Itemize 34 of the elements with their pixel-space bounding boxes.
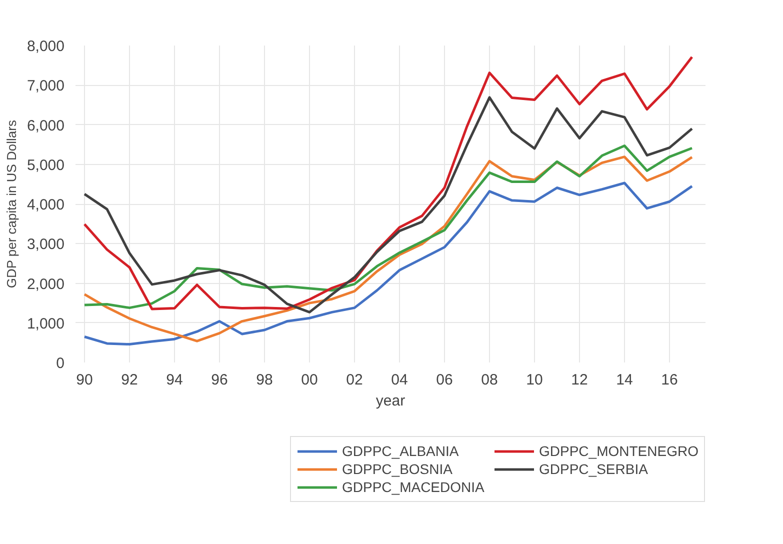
y-tick-label: 4,000 [26, 196, 65, 214]
x-tick-label: 08 [481, 372, 498, 388]
x-tick-label: 14 [616, 372, 633, 388]
x-tick-label: 10 [526, 372, 543, 388]
x-tick-label: 04 [391, 372, 408, 388]
x-tick-label: 90 [76, 372, 93, 388]
x-axis-title: year [376, 392, 406, 410]
legend-label: GDPPC_MACEDONIA [342, 479, 486, 495]
x-tick-label: 00 [301, 372, 318, 388]
y-tick-label: 5,000 [26, 156, 65, 174]
x-tick-label: 92 [121, 372, 138, 388]
y-tick-label: 8,000 [26, 38, 65, 55]
x-tick-label: 16 [661, 372, 678, 388]
y-tick-label: 7,000 [26, 78, 65, 95]
x-tick-label: 12 [571, 372, 588, 388]
y-tick-label: 0 [56, 355, 64, 372]
y-tick-label: 3,000 [26, 236, 65, 254]
y-tick-label: 2,000 [26, 276, 65, 293]
x-tick-label: 06 [436, 372, 453, 388]
y-tick-label: 1,000 [26, 315, 65, 332]
x-tick-label: 98 [256, 372, 273, 388]
line-series [83, 182, 694, 346]
legend-label: GDPPC_ALBANIA [342, 443, 460, 459]
x-tick-label: 02 [346, 372, 363, 388]
line-series [83, 144, 694, 310]
x-tick-label: 96 [211, 372, 228, 388]
legend-label: GDPPC_BOSNIA [342, 461, 454, 477]
x-tick-label: 94 [166, 372, 183, 388]
line-series [83, 56, 694, 310]
legend-label: GDPPC_MONTENEGRO [539, 443, 698, 459]
legend-label: GDPPC_SERBIA [539, 461, 649, 477]
y-tick-label: 6,000 [26, 117, 65, 134]
line-series [83, 96, 694, 314]
y-axis-title: GDP per capita in US Dollars [4, 120, 19, 288]
